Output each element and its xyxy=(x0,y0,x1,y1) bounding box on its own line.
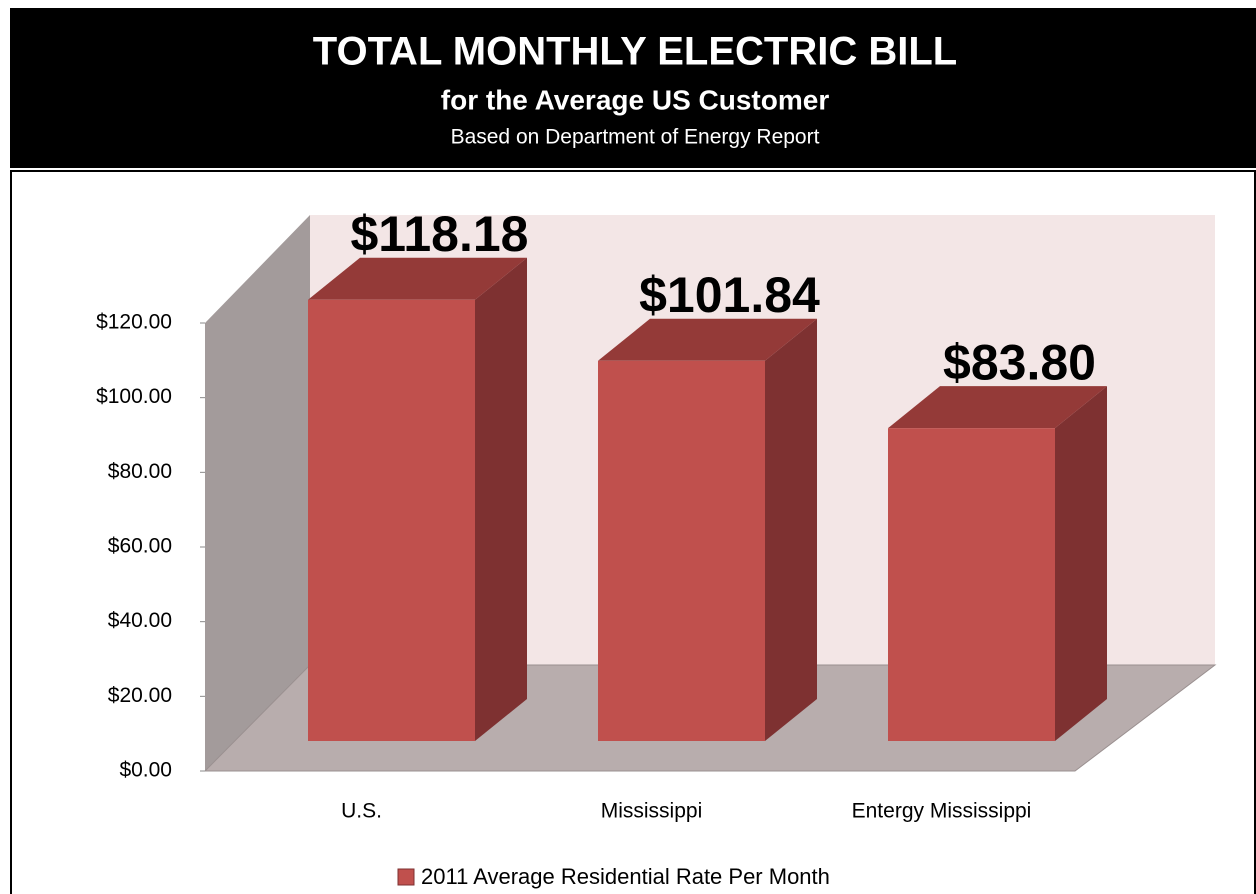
y-tick-label: $120.00 xyxy=(96,311,172,334)
x-tick-label: Entergy Mississippi xyxy=(852,800,1032,823)
bar-side xyxy=(475,257,527,741)
value-label: $83.80 xyxy=(943,334,1096,390)
x-tick-label: Mississippi xyxy=(601,800,703,823)
y-tick-label: $20.00 xyxy=(108,684,172,707)
chart-subtitle: for the Average US Customer xyxy=(441,84,830,115)
bar-top xyxy=(888,386,1107,429)
legend-swatch xyxy=(397,868,415,886)
y-tick-label: $100.00 xyxy=(96,385,172,408)
value-label: $118.18 xyxy=(351,206,529,262)
bar xyxy=(888,428,1055,741)
y-tick-label: $80.00 xyxy=(108,460,172,483)
x-tick-label: U.S. xyxy=(341,800,382,823)
value-label: $101.84 xyxy=(639,267,820,323)
y-tick-label: $60.00 xyxy=(108,535,172,558)
bar-top xyxy=(308,257,527,300)
side-wall xyxy=(205,215,310,771)
chart-source: Based on Department of Energy Report xyxy=(451,126,820,149)
bar-side xyxy=(1055,386,1107,741)
y-tick-label: $40.00 xyxy=(108,609,172,632)
bar-top xyxy=(598,318,817,361)
bar xyxy=(598,360,765,741)
chart-frame xyxy=(10,170,1256,894)
header xyxy=(10,8,1256,168)
bar-side xyxy=(765,318,817,741)
bar xyxy=(308,299,475,741)
chart-title: TOTAL MONTHLY ELECTRIC BILL xyxy=(313,30,957,74)
legend-label: 2011 Average Residential Rate Per Month xyxy=(421,864,830,889)
y-tick-label: $0.00 xyxy=(119,759,172,782)
